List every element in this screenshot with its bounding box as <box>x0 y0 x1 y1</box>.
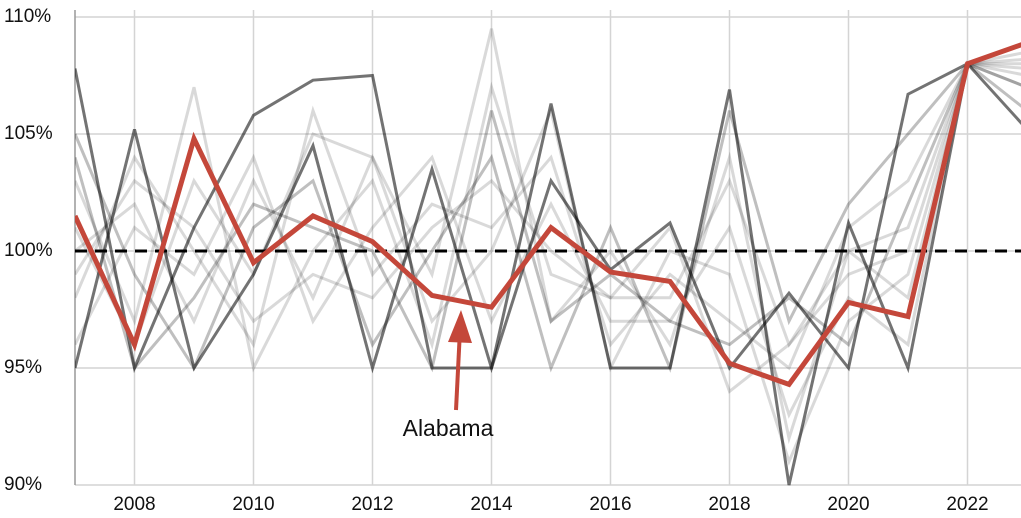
state-line <box>75 62 1021 371</box>
state-line <box>75 61 1021 373</box>
state-line <box>75 61 1021 394</box>
y-tick-label: 90% <box>4 474 42 495</box>
x-tick-label: 2014 <box>470 494 513 515</box>
x-tick-label: 2008 <box>113 494 155 515</box>
state-line <box>75 43 1021 374</box>
grid <box>74 10 1021 486</box>
y-tick-label: 105% <box>4 123 53 144</box>
y-tick-label: 95% <box>4 357 42 378</box>
annotation-arrow <box>454 329 462 411</box>
x-tick-label: 2022 <box>946 494 988 515</box>
highlight-line <box>75 42 1021 388</box>
x-tick-label: 2012 <box>351 494 393 515</box>
lines <box>75 28 1021 486</box>
state-line <box>75 58 1021 348</box>
x-tick-label: 2018 <box>708 494 750 515</box>
state-line <box>75 28 1021 445</box>
x-tick-label: 2010 <box>232 494 274 515</box>
state-line <box>75 61 1021 373</box>
annotation-arrowhead <box>448 310 472 343</box>
annotation: Alabama <box>403 415 494 441</box>
x-tick-label: 2020 <box>827 494 869 515</box>
y-tick-label: 110% <box>4 6 51 27</box>
x-tick-label: 2016 <box>589 494 631 515</box>
labels: 90% 95% 100% 105% 110% 2008 2010 2012 2014 2016 20… <box>4 6 989 515</box>
y-tick-label: 100% <box>4 240 53 261</box>
state-line <box>75 51 1021 419</box>
